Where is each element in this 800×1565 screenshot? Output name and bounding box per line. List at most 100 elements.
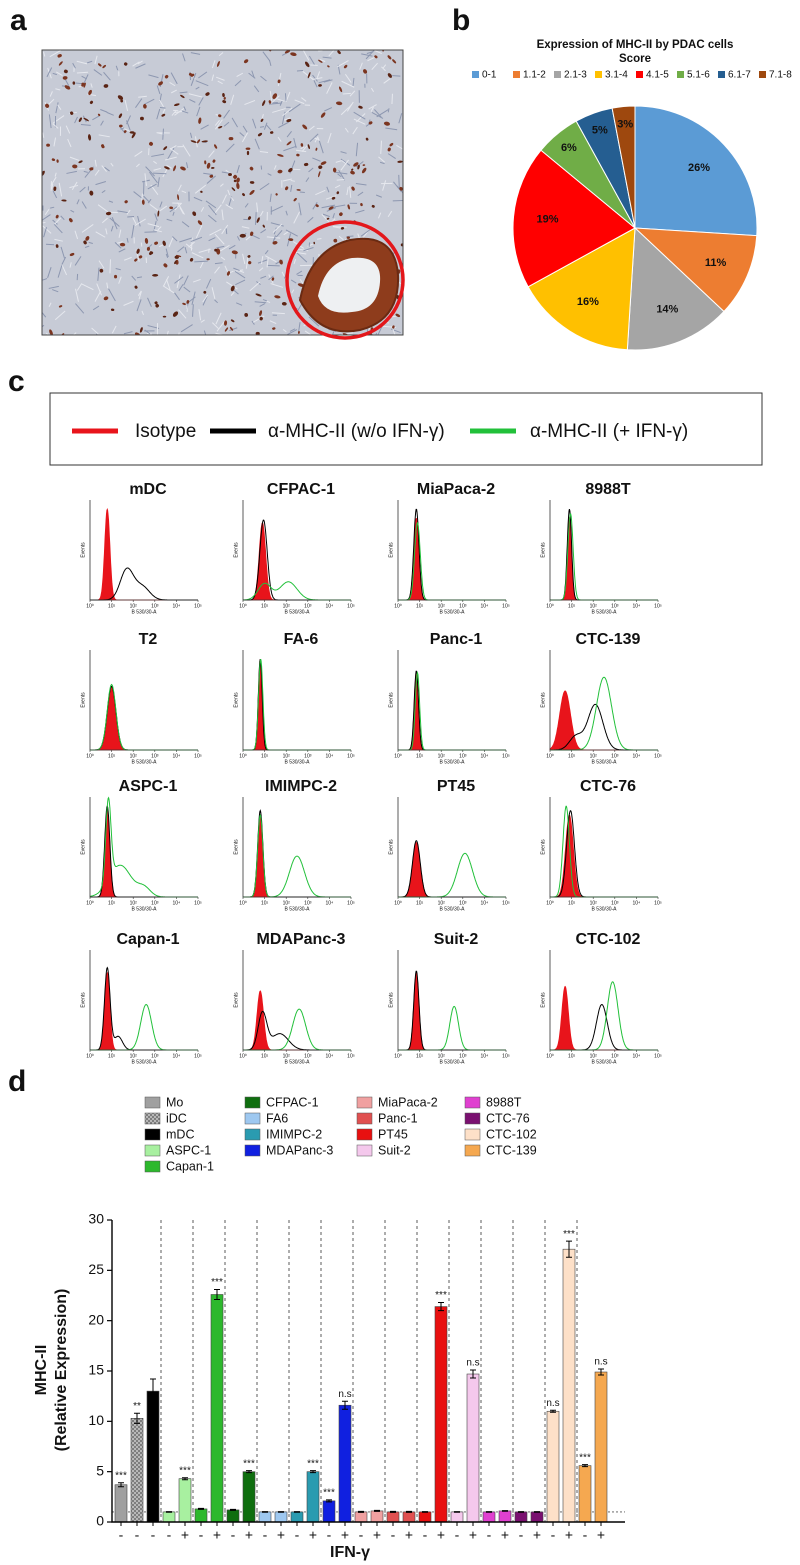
x-tick-label: 10² (438, 603, 446, 609)
stained-cell (89, 100, 94, 105)
fiber (212, 322, 219, 329)
pie-slice (512, 149, 636, 288)
x-tick-label: 10⁴ (173, 753, 181, 759)
x-axis-label: B 530/30-A (131, 609, 157, 615)
stained-cell (259, 316, 263, 321)
y-axis-label: Events (233, 692, 239, 708)
stained-cell (256, 217, 260, 223)
fiber (257, 259, 268, 264)
fiber (225, 204, 234, 210)
bar (402, 1511, 416, 1523)
fiber (355, 142, 359, 157)
stained-cell (186, 300, 190, 304)
fiber (300, 146, 305, 150)
x-axis-label: B 530/30-A (439, 759, 465, 765)
x-tick-label: 10² (590, 753, 598, 759)
stained-cell (192, 211, 197, 216)
fiber (147, 297, 152, 307)
fiber (44, 208, 50, 216)
bar (274, 1511, 288, 1523)
stained-cell (222, 100, 227, 104)
fiber (251, 70, 255, 78)
error-bar (134, 1412, 140, 1424)
fiber (81, 201, 87, 209)
x-tick-label: 10⁵ (347, 1053, 355, 1059)
x-tick-label: - (263, 1527, 268, 1543)
fiber (308, 316, 320, 327)
fiber (331, 331, 335, 335)
legend-swatch (244, 1096, 261, 1109)
stained-cell (163, 146, 168, 151)
fiber (313, 80, 318, 88)
fiber (393, 181, 402, 192)
stained-cell (114, 274, 118, 279)
fiber (387, 210, 393, 218)
fiber (312, 157, 321, 162)
stained-cell (371, 204, 375, 208)
stained-cell (233, 174, 238, 179)
stained-cell (336, 191, 340, 195)
x-tick-label: 10³ (304, 900, 312, 906)
fiber (117, 241, 123, 244)
stained-cell (85, 236, 90, 241)
stained-cell (288, 238, 294, 241)
fiber (332, 213, 335, 219)
fiber (236, 165, 240, 174)
fiber (270, 205, 284, 213)
fiber (259, 182, 270, 191)
stained-cell (161, 113, 166, 117)
fiber (383, 78, 391, 84)
stained-cell (149, 141, 153, 146)
stained-cell (68, 218, 73, 223)
fiber (375, 194, 382, 198)
x-tick-label: 10² (130, 753, 138, 759)
x-tick-label: 10³ (151, 900, 159, 906)
fiber (214, 119, 220, 126)
fiber (266, 236, 281, 239)
legend-label: Isotype (135, 421, 196, 442)
fiber (51, 183, 54, 190)
x-tick-label: 10² (130, 1053, 138, 1059)
fiber (326, 82, 333, 94)
x-tick-label: - (423, 1527, 428, 1543)
stained-cell (257, 132, 263, 137)
fiber (57, 104, 62, 110)
fiber (340, 158, 351, 166)
error-bar (118, 1482, 124, 1488)
stained-cell (119, 124, 123, 128)
stained-cell (250, 231, 254, 236)
fiber (229, 327, 238, 332)
fiber (123, 300, 134, 306)
fiber (74, 230, 79, 240)
legend-label: Panc-1 (378, 1111, 418, 1125)
fiber (178, 284, 184, 291)
fiber (208, 248, 210, 253)
stained-cell (279, 259, 283, 265)
fiber (195, 80, 209, 87)
fiber (254, 138, 260, 150)
fiber (328, 50, 335, 57)
x-tick-label: - (551, 1527, 556, 1543)
x-tick-label: + (501, 1527, 509, 1543)
fiber (123, 331, 133, 335)
fiber (322, 56, 332, 59)
x-tick-label: 10¹ (108, 603, 116, 609)
fiber (178, 309, 187, 319)
x-tick-label: 10⁴ (633, 753, 641, 759)
fiber (185, 162, 189, 169)
axes (242, 797, 351, 898)
significance-label: n.s (466, 1358, 479, 1369)
x-tick-label: 10⁴ (481, 753, 489, 759)
y-tick-label: 0 (96, 1513, 104, 1529)
pie-slice (527, 227, 636, 351)
stained-cell (331, 196, 336, 200)
x-tick-label: 10¹ (568, 1053, 576, 1059)
fiber (223, 109, 230, 119)
panel-label: c (8, 365, 25, 398)
x-tick-label: 10⁰ (394, 1053, 402, 1059)
fiber (179, 207, 184, 215)
fiber (294, 251, 307, 255)
significance-label: *** (211, 1277, 223, 1288)
fiber (338, 169, 346, 181)
fiber (361, 53, 373, 57)
